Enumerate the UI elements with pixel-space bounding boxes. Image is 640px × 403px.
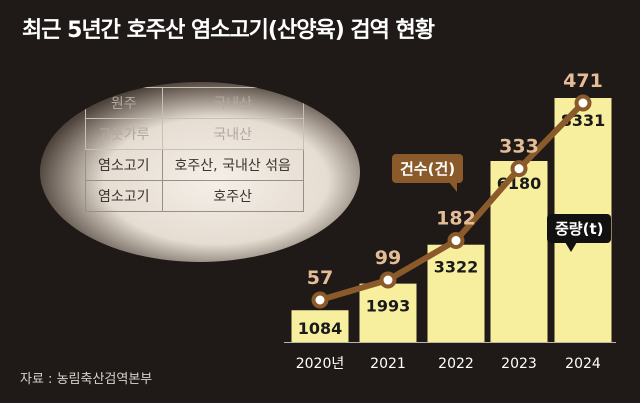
photo-table-cell: 원주 (85, 87, 163, 119)
count-value-label: 182 (436, 208, 476, 230)
photo-table: 원주 국내산 고춧가루 국내산 염소고기 호주산, 국내산 섞음 염소고기 호주산 (85, 87, 304, 212)
source-note: 자료 : 농림축산검역본부 (20, 372, 153, 387)
count-point (447, 232, 465, 250)
x-tick-label: 2024 (565, 356, 601, 372)
count-value-label: 333 (499, 136, 539, 158)
count-point (311, 291, 329, 309)
x-tick-label: 2023 (501, 356, 537, 372)
count-series-callout: 건수(건) (392, 154, 464, 192)
photo-table-row: 염소고기 호주산 (85, 180, 304, 212)
count-point (574, 94, 592, 112)
photo-table-cell: 호주산 (161, 180, 304, 212)
bar (291, 310, 349, 342)
count-point (510, 160, 528, 178)
x-tick-label: 2022 (438, 356, 474, 372)
background-photo: 원주 국내산 고춧가루 국내산 염소고기 호주산, 국내산 섞음 염소고기 호주산 (40, 82, 360, 262)
x-tick-label: 2020년 (296, 356, 345, 372)
count-value-label: 99 (375, 247, 401, 269)
photo-table-cell: 염소고기 (85, 180, 163, 212)
weight-series-callout: 중량(t) (547, 214, 612, 252)
bar-value-label: 1084 (298, 319, 343, 338)
count-value-label: 57 (307, 267, 333, 289)
photo-table-row: 염소고기 호주산, 국내산 섞음 (85, 149, 304, 181)
photo-table-cell: 고춧가루 (85, 118, 163, 150)
bar-value-label: 3322 (434, 258, 479, 277)
photo-table-cell: 호주산, 국내산 섞음 (161, 149, 304, 181)
count-point (379, 271, 397, 289)
photo-table-row: 고춧가루 국내산 (85, 118, 304, 150)
bar-value-label: 1993 (366, 297, 411, 316)
page-title: 최근 5년간 호주산 염소고기(산양육) 검역 현황 (22, 18, 435, 43)
photo-table-cell: 국내산 (161, 118, 304, 150)
bar (359, 283, 417, 342)
count-value-label: 471 (563, 70, 603, 92)
x-tick-label: 2021 (370, 356, 406, 372)
bar (427, 244, 485, 342)
